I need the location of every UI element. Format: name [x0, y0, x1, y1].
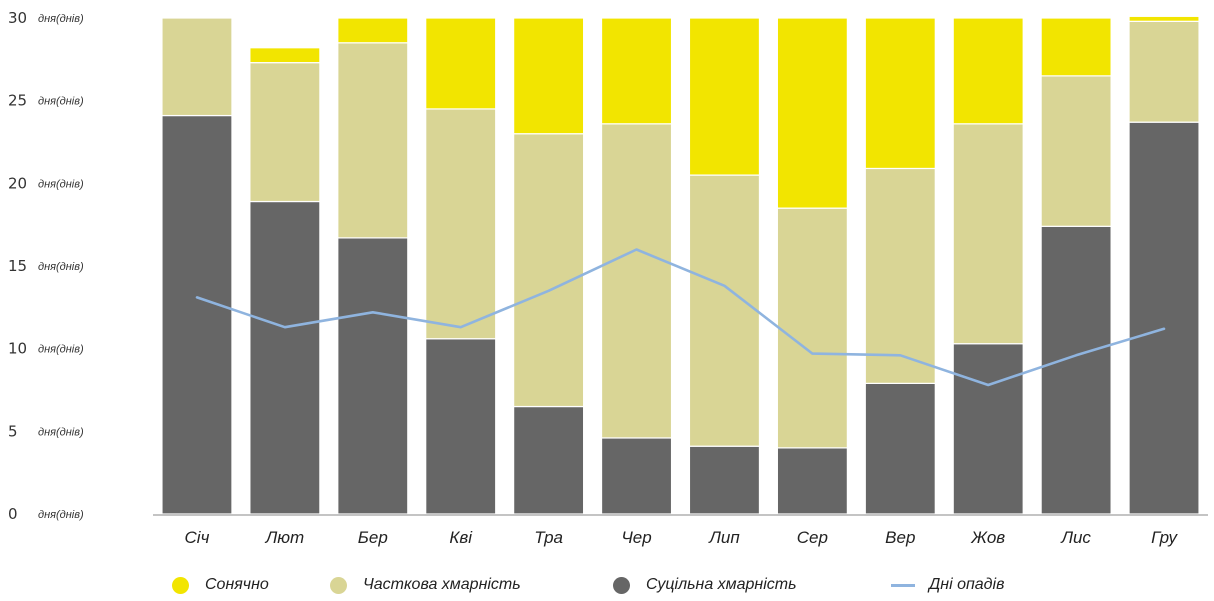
y-tick-unit: дня(днів)	[38, 426, 84, 438]
bar-segment-overcast	[952, 343, 1024, 515]
bar-segment-sunny	[249, 47, 321, 64]
legend-item-overcast: Суцільна хмарність	[613, 570, 797, 600]
bar-segment-sunny	[688, 17, 761, 176]
bar-segment-overcast	[1040, 225, 1112, 515]
bar-segment-overcast	[513, 405, 585, 515]
legend-label-sunny: Сонячно	[205, 576, 269, 593]
bar-segment-partly-cloudy	[425, 108, 497, 340]
bar-segment-sunny	[513, 17, 585, 135]
legend: Сонячно Часткова хмарність Суцільна хмар…	[0, 570, 1214, 600]
x-tick-label: Тра	[534, 528, 563, 547]
bar-segment-overcast	[776, 447, 848, 515]
x-tick-label: Лис	[1060, 528, 1091, 547]
y-tick-label: 15	[8, 257, 27, 275]
bar-segment-overcast	[425, 338, 497, 515]
bar-segment-overcast	[1128, 121, 1200, 515]
bar-segment-overcast	[688, 445, 761, 515]
x-tick-label: Чер	[621, 528, 651, 547]
x-tick-label: Вер	[885, 528, 915, 547]
bar-segment-overcast	[249, 200, 321, 515]
chart-canvas: 0 дня(днів) 5 дня(днів) 10 дня(днів) 15 дня(дні…	[8, 9, 1208, 547]
x-tick-label: Січ	[185, 528, 210, 547]
y-tick-label: 25	[8, 92, 27, 110]
y-tick-unit: дня(днів)	[38, 261, 84, 273]
bar-segment-sunny	[600, 17, 673, 125]
bar-segment-partly-cloudy	[776, 207, 848, 449]
bar-segment-partly-cloudy	[249, 62, 321, 203]
bar-segment-partly-cloudy	[952, 123, 1024, 345]
legend-item-sunny: Сонячно	[172, 570, 269, 600]
legend-label-partly-cloudy: Часткова хмарність	[363, 576, 521, 593]
bar-segment-partly-cloudy	[688, 174, 761, 447]
bar-segment-sunny	[1128, 15, 1200, 22]
legend-label-overcast: Суцільна хмарність	[646, 576, 797, 593]
bar-segment-sunny	[425, 17, 497, 110]
x-tick-label: Бер	[358, 528, 388, 547]
x-tick-label: Гру	[1151, 528, 1178, 547]
legend-item-precipitation-days: Дні опадів	[891, 570, 1004, 600]
legend-swatch-sunny	[172, 576, 189, 594]
y-tick-unit: дня(днів)	[38, 344, 84, 356]
bar-segment-overcast	[600, 437, 673, 515]
x-tick-label: Жов	[970, 528, 1005, 547]
x-tick-label: Лип	[708, 528, 740, 547]
bar-segment-partly-cloudy	[337, 42, 409, 239]
legend-item-partly-cloudy: Часткова хмарність	[330, 570, 521, 600]
y-tick-unit: дня(днів)	[38, 96, 84, 108]
y-tick-label: 10	[8, 340, 27, 358]
bar-segment-sunny	[1040, 17, 1112, 77]
bar-segment-sunny	[337, 17, 409, 44]
bar-segment-partly-cloudy	[513, 133, 585, 408]
x-tick-label: Сер	[797, 528, 828, 547]
precipitation-days-line	[195, 248, 1166, 387]
bar-segment-sunny	[776, 17, 848, 209]
y-tick-label: 0	[8, 505, 18, 523]
y-tick-unit: дня(днів)	[38, 178, 84, 190]
y-axis: 0 дня(днів) 5 дня(днів) 10 дня(днів) 15 дня(дні…	[8, 9, 84, 523]
bar-segment-overcast	[864, 382, 936, 515]
bar-stacks	[161, 15, 1200, 515]
bar-segment-overcast	[337, 237, 409, 515]
legend-swatch-precipitation-days	[891, 583, 915, 587]
bar-segment-partly-cloudy	[1040, 75, 1112, 227]
bar-segment-overcast	[161, 114, 233, 515]
bar-segment-sunny	[864, 17, 936, 170]
precipitation-line	[195, 248, 1166, 387]
y-tick-label: 5	[8, 422, 18, 440]
x-tick-label: Кві	[449, 528, 473, 547]
y-tick-label: 20	[8, 174, 27, 192]
bar-segment-partly-cloudy	[1128, 20, 1200, 123]
y-tick-unit: дня(днів)	[38, 13, 84, 25]
y-tick-unit: дня(днів)	[38, 509, 84, 521]
x-tick-label: Лют	[265, 528, 305, 547]
legend-swatch-overcast	[613, 576, 630, 594]
x-axis: Січ Лют Бер Кві Тра Чер Лип Сер Вер Жов Лис Гру	[185, 528, 1179, 547]
legend-label-precipitation-days: Дні опадів	[929, 576, 1005, 593]
bar-segment-partly-cloudy	[864, 167, 936, 384]
bar-segment-partly-cloudy	[161, 17, 233, 117]
legend-swatch-partly-cloudy	[330, 576, 347, 594]
bar-segment-sunny	[952, 17, 1024, 125]
bar-segment-partly-cloudy	[600, 123, 673, 439]
y-tick-label: 30	[8, 9, 27, 27]
